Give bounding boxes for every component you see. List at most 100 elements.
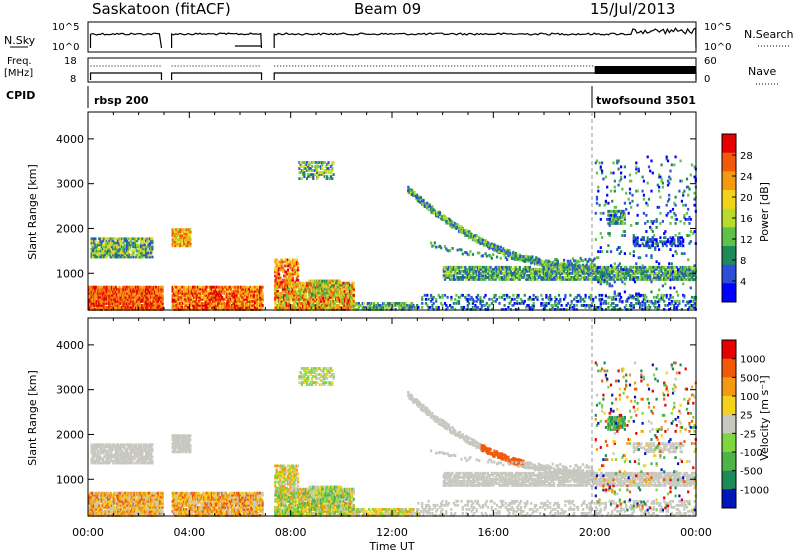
scatter-cell: [151, 256, 153, 259]
cpid-text-1: rbsp 200: [94, 94, 149, 107]
scatter-cell: [657, 242, 659, 245]
scatter-cell: [630, 303, 632, 306]
scatter-cell: [482, 300, 484, 303]
scatter-cell: [624, 166, 626, 169]
scatter-cell: [642, 264, 644, 267]
scatter-cell: [600, 218, 602, 221]
scatter-cell: [624, 252, 626, 255]
scatter-cell: [438, 306, 440, 309]
scatter-cell: [673, 238, 675, 241]
scatter-cell: [658, 190, 660, 193]
scatter-cell: [600, 246, 602, 249]
scatter-cell: [498, 296, 500, 299]
scatter-cell: [599, 299, 601, 302]
scatter-cell: [625, 272, 627, 275]
scatter-cell: [595, 212, 597, 215]
scatter-cell: [326, 175, 328, 178]
scatter-cell: [262, 292, 264, 295]
scatter-cell: [592, 298, 594, 301]
scatter-cell: [137, 244, 139, 247]
scatter-cell: [498, 302, 500, 305]
scatter-cell: [625, 304, 627, 307]
scatter-cell: [650, 281, 652, 284]
scatter-cell: [278, 273, 280, 276]
scatter-cell: [649, 306, 651, 309]
scatter-cell: [426, 294, 428, 297]
scatter-cell: [533, 294, 535, 297]
scatter-cell: [643, 194, 645, 197]
scatter-cell: [676, 266, 678, 269]
scatter-cell: [630, 206, 632, 209]
scatter-cell: [333, 173, 335, 176]
scatter-cell: [605, 200, 607, 203]
scatter-cell: [609, 274, 611, 277]
scatter-cell: [672, 296, 674, 299]
freq-trace: [91, 66, 696, 80]
scatter-cell: [601, 298, 603, 301]
scatter-cell: [542, 298, 544, 301]
scatter-cell: [583, 300, 585, 303]
scatter-cell: [605, 295, 607, 298]
scatter-cell: [644, 222, 646, 225]
scatter-cell: [650, 301, 652, 304]
scatter-cell: [635, 166, 637, 169]
scatter-cell: [545, 302, 547, 305]
scatter-cell: [297, 279, 299, 282]
scatter-cell: [625, 208, 627, 211]
scatter-cell: [644, 274, 646, 277]
scatter-cell: [611, 297, 613, 300]
scatter-cell: [481, 304, 483, 307]
scatter-cell: [652, 172, 654, 175]
scatter-cell: [656, 260, 658, 263]
scatter-cell: [618, 168, 620, 171]
scatter-cell: [621, 234, 623, 237]
scatter-cell: [292, 277, 294, 280]
scatter-cell: [262, 304, 264, 307]
scatter-cell: [113, 237, 115, 240]
scatter-cell: [512, 294, 514, 297]
scatter-cell: [605, 300, 607, 303]
scatter-cell: [597, 250, 599, 253]
nsearch-tick-top: 10^5: [704, 22, 731, 33]
scatter-cell: [564, 294, 566, 297]
scatter-cell: [596, 160, 598, 163]
scatter-cell: [601, 250, 603, 253]
scatter-cell: [601, 162, 603, 165]
scatter-cell: [664, 230, 666, 233]
scatter-cell: [540, 294, 542, 297]
scatter-cell: [614, 262, 616, 265]
scatter-cell: [511, 268, 513, 271]
scatter-cell: [447, 296, 449, 299]
scatter-cell: [666, 244, 668, 247]
scatter-cell: [596, 202, 598, 205]
scatter-cell: [530, 268, 532, 271]
scatter-cell: [454, 298, 456, 301]
scatter-cell: [659, 236, 661, 239]
scatter-cell: [444, 294, 446, 297]
scatter-cell: [533, 302, 535, 305]
scatter-cell: [599, 162, 601, 165]
scatter-cell: [673, 266, 675, 269]
scatter-cell: [619, 293, 621, 296]
scatter-cell: [301, 165, 303, 168]
nsky-tick-bottom: 10^0: [52, 42, 79, 53]
scatter-cell: [577, 300, 579, 303]
beam-title: Beam 09: [354, 0, 421, 18]
scatter-cell: [662, 297, 664, 300]
scatter-cell: [600, 212, 602, 215]
scatter-cell: [612, 302, 614, 305]
scatter-cell: [664, 304, 666, 307]
scatter-cell: [606, 194, 608, 197]
scatter-cell: [654, 306, 656, 309]
scatter-cell: [559, 298, 561, 301]
scatter-cell: [629, 188, 631, 191]
scatter-cell: [629, 192, 631, 195]
scatter-cell: [648, 166, 650, 169]
scatter-cell: [504, 298, 506, 301]
scatter-cell: [676, 300, 678, 303]
scatter-cell: [601, 236, 603, 239]
scatter-cell: [647, 220, 649, 223]
scatter-cell: [433, 302, 435, 305]
scatter-cell: [614, 281, 616, 284]
